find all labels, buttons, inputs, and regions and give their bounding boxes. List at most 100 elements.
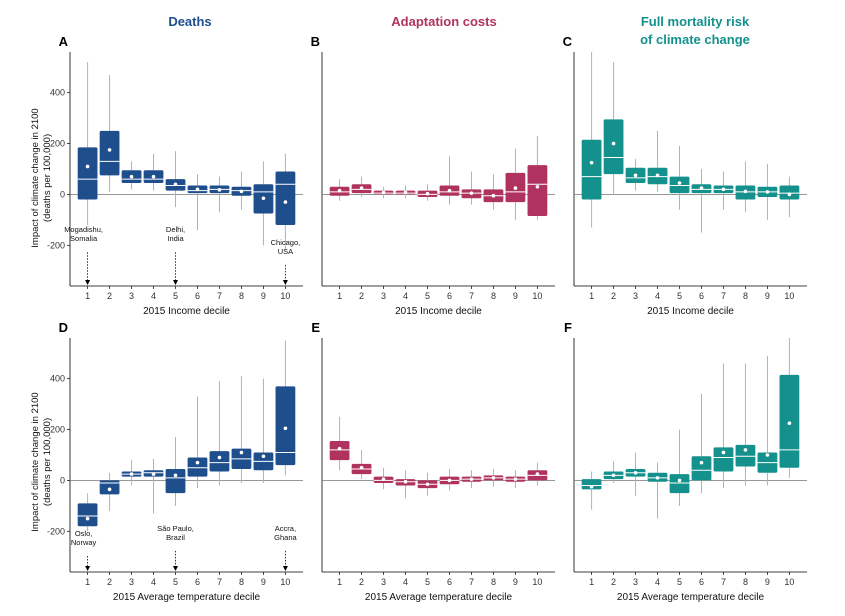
y-tick-label: -200 (47, 240, 65, 250)
x-tick-label: 9 (765, 577, 770, 587)
y-axis-label-bottom: Impact of climate change in 2100 (deaths… (30, 392, 53, 531)
mean-dot (787, 192, 792, 197)
mean-dot (589, 484, 594, 489)
box-5: 5 (165, 437, 186, 587)
box-3: 3 (373, 186, 394, 301)
box-body (275, 171, 296, 225)
x-tick-label: 2 (359, 577, 364, 587)
box-5: 5 (165, 151, 186, 301)
mean-dot (721, 187, 726, 192)
mean-dot (491, 476, 496, 480)
mean-dot (655, 476, 660, 480)
mean-dot (283, 426, 288, 431)
box-5: 5 (669, 146, 690, 301)
y-tick-label: 0 (60, 475, 65, 485)
x-tick-label: 2 (107, 577, 112, 587)
box-body (99, 130, 120, 176)
x-tick-label: 7 (721, 577, 726, 587)
box-body (275, 386, 296, 466)
box-1: 1 (77, 493, 98, 587)
mean-dot (611, 473, 616, 478)
mean-dot (151, 472, 156, 476)
y-tick-label: 400 (50, 88, 65, 98)
mean-dot (173, 182, 178, 187)
box-7: 7 (713, 363, 734, 587)
x-tick-label: 4 (655, 291, 660, 301)
mean-dot (85, 164, 90, 169)
mean-dot (677, 181, 682, 185)
annotation-label: Chicago, (271, 238, 301, 247)
mean-dot (633, 173, 638, 178)
mean-dot (195, 460, 200, 465)
x-tick-label: 1 (85, 577, 90, 587)
x-tick-label: 9 (513, 577, 518, 587)
box-6: 6 (439, 156, 460, 301)
x-tick-label: 10 (280, 291, 290, 301)
x-axis-label: 2015 Average temperature decile (617, 592, 765, 603)
x-tick-label: 2 (611, 577, 616, 587)
x-tick-label: 4 (151, 577, 156, 587)
box-8: 8 (735, 161, 756, 301)
y-axis-label-line1: Impact of climate change in 2100 (30, 392, 41, 531)
y-tick-label: 0 (60, 189, 65, 199)
x-tick-label: 9 (261, 577, 266, 587)
annotation: Accra,Ghana (274, 524, 297, 571)
x-tick-label: 10 (280, 577, 290, 587)
x-tick-label: 7 (469, 577, 474, 587)
annotation-label: India (167, 234, 184, 243)
x-tick-label: 3 (129, 577, 134, 587)
annotation: Chicago,USA (271, 238, 301, 285)
mean-dot (765, 453, 770, 457)
mean-dot (173, 473, 178, 478)
box-body (669, 474, 690, 494)
annotation-label: Mogadishu, (64, 225, 103, 234)
y-tick-label: 200 (50, 139, 65, 149)
mean-dot (403, 190, 408, 195)
x-tick-label: 6 (195, 291, 200, 301)
box-9: 9 (505, 148, 526, 301)
box-6: 6 (691, 393, 712, 587)
box-10: 10 (275, 153, 296, 301)
mean-dot (403, 479, 408, 484)
panel-label: B (311, 34, 320, 49)
y-axis-label-top: Impact of climate change in 2100 (deaths… (30, 108, 53, 247)
mean-dot (447, 188, 452, 193)
box-body (77, 147, 98, 200)
box-1: 1 (581, 471, 602, 587)
box-2: 2 (603, 461, 624, 587)
mean-dot (381, 477, 386, 481)
mean-dot (239, 189, 244, 194)
mean-dot (425, 191, 430, 196)
x-axis-label: 2015 Income decile (647, 306, 734, 317)
x-tick-label: 6 (447, 291, 452, 301)
x-tick-label: 5 (173, 577, 178, 587)
box-10: 10 (275, 340, 296, 587)
mean-dot (535, 185, 540, 189)
x-tick-label: 7 (721, 291, 726, 301)
mean-dot (195, 187, 200, 192)
x-tick-label: 4 (655, 577, 660, 587)
panel-label: E (311, 320, 320, 335)
box-3: 3 (373, 467, 394, 587)
mean-dot (151, 174, 156, 179)
x-tick-label: 3 (381, 291, 386, 301)
x-tick-label: 8 (743, 577, 748, 587)
box-1: 1 (77, 62, 98, 301)
box-5: 5 (417, 184, 438, 301)
mean-dot (677, 478, 682, 483)
box-2: 2 (351, 449, 372, 587)
annotation-label: Brazil (166, 533, 185, 542)
annotation-arrowhead (85, 566, 91, 571)
annotation-label: Delhi, (166, 225, 185, 234)
box-5: 5 (417, 472, 438, 587)
x-tick-label: 5 (173, 291, 178, 301)
mean-dot (359, 465, 364, 470)
box-3: 3 (625, 452, 646, 587)
box-5: 5 (669, 429, 690, 587)
mean-dot (359, 186, 364, 190)
y-axis-label-line2: (deaths per 100,000) (42, 134, 53, 222)
box-body (329, 441, 350, 461)
annotation-label: Oslo, (75, 529, 93, 538)
mean-dot (633, 471, 638, 475)
box-1: 1 (329, 416, 350, 587)
